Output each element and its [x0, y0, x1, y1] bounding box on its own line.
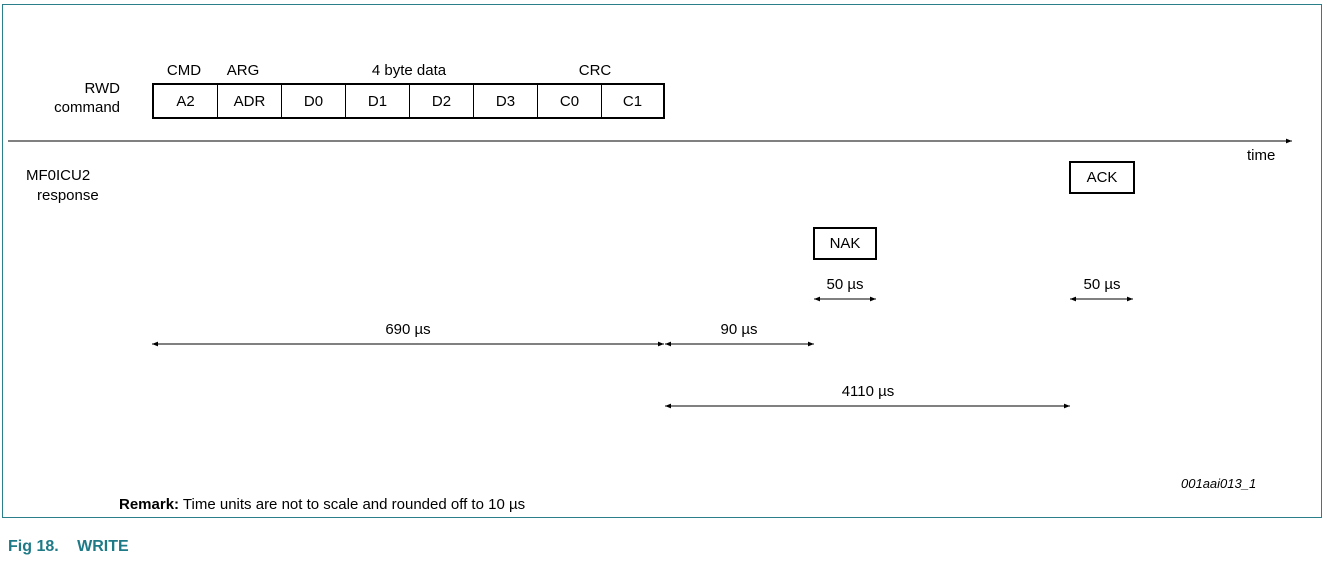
command-byte: C1	[622, 92, 643, 110]
cmd-header: CMD	[166, 62, 202, 79]
figure-code: 001aai013_1	[1181, 476, 1257, 491]
response-label-line2: response	[37, 187, 99, 204]
figure-caption: Fig 18. WRITE	[8, 538, 129, 556]
figure-number: Fig 18.	[8, 538, 59, 555]
nak-delay-label: 90 µs	[720, 321, 758, 338]
crc-header: CRC	[578, 62, 612, 79]
rwd-label-line2: command	[54, 99, 120, 116]
command-byte: D3	[474, 85, 538, 117]
ack-response-box: ACK	[1069, 161, 1135, 194]
remark: Remark: Time units are not to scale and …	[119, 496, 525, 514]
command-byte: C0	[538, 85, 602, 117]
response-label-line1: MF0ICU2	[26, 167, 91, 184]
time-axis-label: time	[1247, 147, 1276, 164]
ack-duration-label: 50 µs	[1083, 276, 1121, 293]
remark-label: Remark:	[119, 496, 180, 513]
ack-delay-label: 4110 µs	[841, 383, 895, 400]
figure-frame	[2, 4, 1322, 518]
figure-title: WRITE	[77, 538, 129, 555]
data-header: 4 byte data	[371, 62, 447, 79]
command-duration-label: 690 µs	[385, 321, 431, 338]
command-frame: A2 ADR D0 D1 D2 D3 C0 C1	[152, 83, 665, 119]
nak-duration-label: 50 µs	[826, 276, 864, 293]
arg-header: ARG	[226, 62, 260, 79]
nak-response-box: NAK	[813, 227, 877, 260]
command-byte: D0	[282, 85, 346, 117]
command-byte: D2	[410, 85, 474, 117]
command-byte: D1	[346, 85, 410, 117]
command-byte: ADR	[218, 85, 282, 117]
command-byte: A2	[154, 85, 218, 117]
remark-text: Time units are not to scale and rounded …	[179, 496, 526, 513]
rwd-label-line1: RWD	[84, 80, 120, 97]
